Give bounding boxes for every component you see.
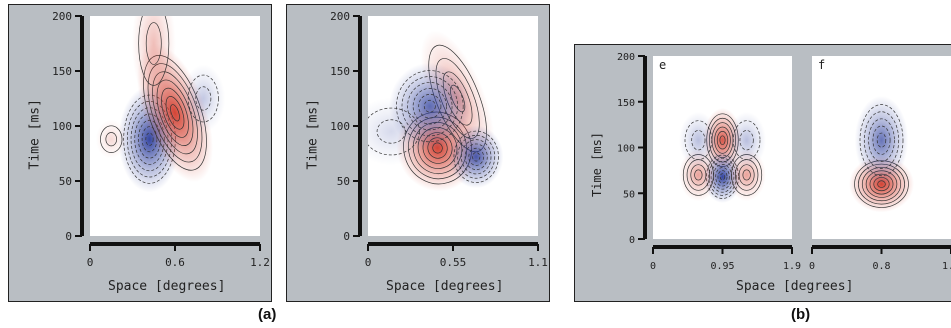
y-tick-label: 200 — [617, 52, 635, 63]
heatmap-panel-1 — [90, 16, 260, 236]
x-tick-label: 1.6 — [942, 261, 951, 272]
y-tick-label: 200 — [330, 10, 350, 23]
panel-e-label: e — [659, 58, 667, 72]
x-axis-label-panel-2: Space [degrees] — [386, 279, 504, 294]
heatmap-panel-2-svg — [368, 30, 504, 192]
x-tick-label: 0.55 — [440, 256, 467, 269]
blob-positive-4 — [95, 119, 127, 159]
y-axis-label-panel-b: Time [ms] — [590, 131, 604, 197]
y-tick-label: 0 — [629, 235, 635, 246]
y-tick-label: 50 — [59, 175, 72, 188]
x-tick-label: 0 — [87, 256, 94, 269]
blob-positive-2 — [131, 16, 176, 104]
x-tick-label: 1.2 — [250, 256, 270, 269]
y-tick-label: 200 — [52, 10, 72, 23]
blob-negative-5 — [727, 111, 766, 169]
y-tick-label: 100 — [617, 144, 635, 155]
x-tick-label: 0.6 — [165, 256, 185, 269]
y-tick-label: 100 — [52, 120, 72, 133]
x-axis-label-panel-1: Space [degrees] — [108, 279, 226, 294]
x-tick-label: 0 — [650, 261, 656, 272]
y-tick-label: 150 — [52, 65, 72, 78]
y-tick-label: 50 — [337, 175, 350, 188]
heatmap-panel-2 — [368, 16, 538, 236]
x-tick-label: 0 — [809, 261, 815, 272]
heatmap-panel-1-svg — [95, 16, 226, 193]
heatmap-panel-f-svg — [849, 95, 914, 213]
x-tick-label: 0.95 — [710, 261, 734, 272]
x-tick-label: 0 — [365, 256, 372, 269]
x-tick-label: 1.1 — [528, 256, 548, 269]
y-tick-label: 0 — [343, 230, 350, 243]
blob-negative-1 — [854, 95, 909, 185]
heatmap-panel-e — [653, 56, 792, 239]
y-tick-label: 150 — [617, 98, 635, 109]
y-tick-label: 0 — [65, 230, 72, 243]
blob-negative-4 — [679, 111, 718, 169]
caption-a: (a) — [258, 306, 277, 323]
panel-f-label: f — [818, 58, 826, 72]
caption-b: (b) — [791, 306, 811, 323]
heatmap-panel-f — [812, 56, 951, 239]
y-tick-label: 150 — [330, 65, 350, 78]
blob-negative-3 — [448, 125, 504, 189]
x-tick-label: 1.9 — [783, 261, 801, 272]
x-tick-label: 0.8 — [872, 261, 890, 272]
y-tick-label: 100 — [330, 120, 350, 133]
blob-negative-4 — [368, 97, 432, 166]
y-tick-label: 50 — [623, 189, 635, 200]
heatmap-panel-e-svg — [679, 107, 766, 203]
blob-negative-3 — [181, 64, 226, 133]
x-axis-label-panel-b: Space [degrees] — [736, 279, 854, 294]
